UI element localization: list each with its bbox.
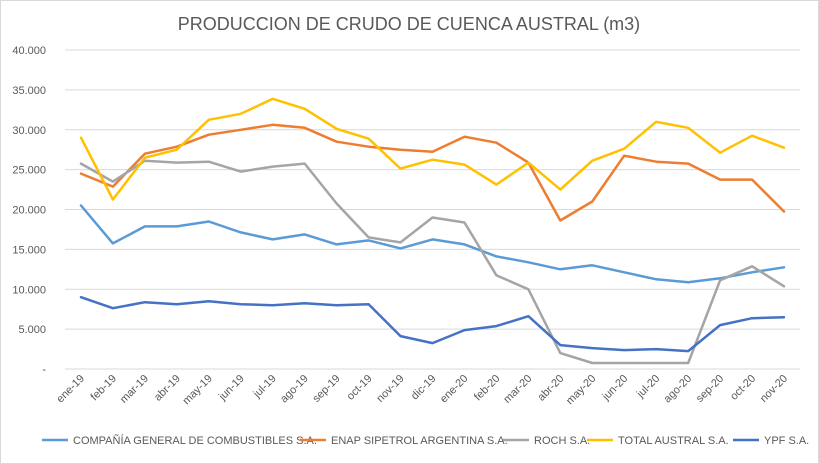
y-tick-label: 25.000 (12, 165, 46, 177)
y-tick-label: 15.000 (12, 244, 46, 256)
y-tick-label: 30.000 (12, 125, 46, 137)
y-tick-label: 20.000 (12, 205, 46, 217)
legend-label: ENAP SIPETROL ARGENTINA S.A. (331, 435, 508, 447)
y-tick-label: 5.000 (18, 324, 46, 336)
y-tick-label: - (42, 364, 46, 376)
legend-label: YPF S.A. (764, 435, 809, 447)
legend: COMPAÑÍA GENERAL DE COMBUSTIBLES S.A. ENA… (42, 434, 809, 447)
series-line-3 (79, 97, 786, 201)
gridlines (65, 49, 800, 370)
legend-label: TOTAL AUSTRAL S.A. (618, 435, 729, 447)
y-tick-label: 10.000 (12, 284, 46, 296)
y-tick-label: 35.000 (12, 85, 46, 97)
series-line-2 (79, 159, 786, 365)
series-lines (79, 97, 786, 365)
legend-label: ROCH S.A. (534, 435, 590, 447)
y-tick-label: 40.000 (12, 45, 46, 57)
series-line-1 (79, 123, 786, 222)
legend-label: COMPAÑÍA GENERAL DE COMBUSTIBLES S.A. (73, 434, 317, 447)
chart-title: PRODUCCION DE CRUDO DE CUENCA AUSTRAL (m… (178, 14, 640, 34)
series-line-4 (79, 295, 786, 353)
series-line-0 (79, 204, 786, 284)
y-axis: - 5.000 10.000 15.000 20.000 25.000 30.000 35.0… (12, 45, 46, 376)
